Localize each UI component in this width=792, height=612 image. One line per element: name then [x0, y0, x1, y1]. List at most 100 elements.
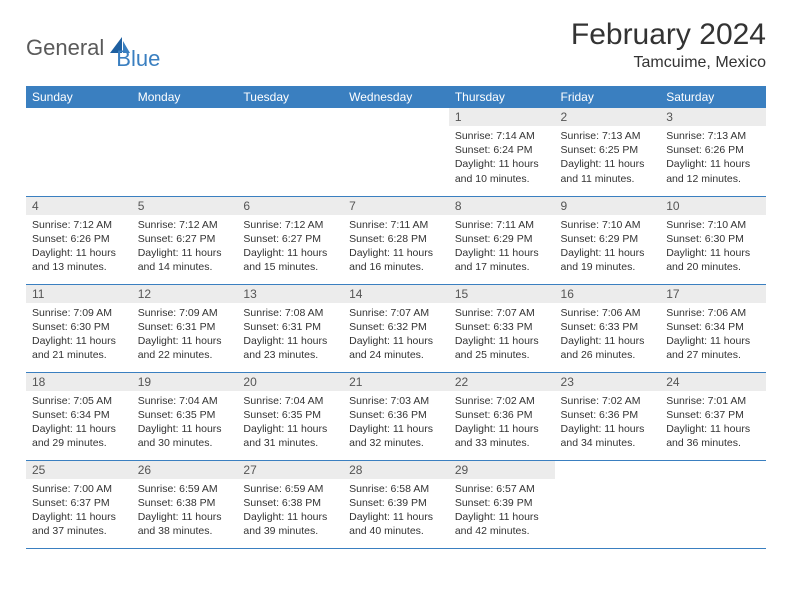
day-number: 24	[660, 373, 766, 391]
day-number: 12	[132, 285, 238, 303]
month-title: February 2024	[571, 18, 766, 52]
sunrise-text: Sunrise: 7:12 AM	[32, 218, 126, 232]
sunset-text: Sunset: 6:36 PM	[561, 408, 655, 422]
sunset-text: Sunset: 6:30 PM	[32, 320, 126, 334]
daylight-line-2: and 37 minutes.	[32, 524, 126, 538]
logo-text-blue: Blue	[116, 46, 160, 72]
sunset-text: Sunset: 6:28 PM	[349, 232, 443, 246]
calendar-cell: 26Sunrise: 6:59 AMSunset: 6:38 PMDayligh…	[132, 460, 238, 548]
day-content: Sunrise: 7:04 AMSunset: 6:35 PMDaylight:…	[132, 391, 238, 455]
daylight-line-1: Daylight: 11 hours	[455, 334, 549, 348]
logo: General Blue	[26, 18, 160, 72]
sunset-text: Sunset: 6:33 PM	[561, 320, 655, 334]
sunset-text: Sunset: 6:34 PM	[666, 320, 760, 334]
day-content: Sunrise: 6:58 AMSunset: 6:39 PMDaylight:…	[343, 479, 449, 543]
calendar-cell	[660, 460, 766, 548]
daylight-line-1: Daylight: 11 hours	[138, 510, 232, 524]
day-number: 29	[449, 461, 555, 479]
daylight-line-2: and 15 minutes.	[243, 260, 337, 274]
calendar-cell: 4Sunrise: 7:12 AMSunset: 6:26 PMDaylight…	[26, 196, 132, 284]
day-header: Monday	[132, 86, 238, 108]
calendar-cell: 12Sunrise: 7:09 AMSunset: 6:31 PMDayligh…	[132, 284, 238, 372]
day-number: 21	[343, 373, 449, 391]
calendar-body: 1Sunrise: 7:14 AMSunset: 6:24 PMDaylight…	[26, 108, 766, 548]
sunset-text: Sunset: 6:37 PM	[666, 408, 760, 422]
calendar-cell: 15Sunrise: 7:07 AMSunset: 6:33 PMDayligh…	[449, 284, 555, 372]
calendar-cell: 29Sunrise: 6:57 AMSunset: 6:39 PMDayligh…	[449, 460, 555, 548]
calendar-cell: 8Sunrise: 7:11 AMSunset: 6:29 PMDaylight…	[449, 196, 555, 284]
daylight-line-2: and 20 minutes.	[666, 260, 760, 274]
day-content: Sunrise: 7:11 AMSunset: 6:29 PMDaylight:…	[449, 215, 555, 279]
day-number: 6	[237, 197, 343, 215]
day-content: Sunrise: 7:09 AMSunset: 6:31 PMDaylight:…	[132, 303, 238, 367]
daylight-line-1: Daylight: 11 hours	[455, 422, 549, 436]
calendar-cell: 10Sunrise: 7:10 AMSunset: 6:30 PMDayligh…	[660, 196, 766, 284]
calendar-cell: 13Sunrise: 7:08 AMSunset: 6:31 PMDayligh…	[237, 284, 343, 372]
sunset-text: Sunset: 6:39 PM	[455, 496, 549, 510]
day-content: Sunrise: 7:02 AMSunset: 6:36 PMDaylight:…	[555, 391, 661, 455]
day-content: Sunrise: 6:57 AMSunset: 6:39 PMDaylight:…	[449, 479, 555, 543]
sunset-text: Sunset: 6:37 PM	[32, 496, 126, 510]
calendar-cell: 7Sunrise: 7:11 AMSunset: 6:28 PMDaylight…	[343, 196, 449, 284]
day-number: 15	[449, 285, 555, 303]
title-block: February 2024 Tamcuime, Mexico	[571, 18, 766, 72]
daylight-line-2: and 21 minutes.	[32, 348, 126, 362]
daylight-line-1: Daylight: 11 hours	[666, 334, 760, 348]
sunset-text: Sunset: 6:36 PM	[455, 408, 549, 422]
sunrise-text: Sunrise: 7:12 AM	[138, 218, 232, 232]
daylight-line-2: and 10 minutes.	[455, 172, 549, 186]
daylight-line-1: Daylight: 11 hours	[349, 422, 443, 436]
daylight-line-2: and 22 minutes.	[138, 348, 232, 362]
calendar-week: 1Sunrise: 7:14 AMSunset: 6:24 PMDaylight…	[26, 108, 766, 196]
daylight-line-2: and 42 minutes.	[455, 524, 549, 538]
daylight-line-1: Daylight: 11 hours	[455, 510, 549, 524]
sunset-text: Sunset: 6:39 PM	[349, 496, 443, 510]
sunset-text: Sunset: 6:35 PM	[243, 408, 337, 422]
day-content: Sunrise: 7:03 AMSunset: 6:36 PMDaylight:…	[343, 391, 449, 455]
sunset-text: Sunset: 6:27 PM	[138, 232, 232, 246]
day-content: Sunrise: 7:00 AMSunset: 6:37 PMDaylight:…	[26, 479, 132, 543]
day-content: Sunrise: 7:08 AMSunset: 6:31 PMDaylight:…	[237, 303, 343, 367]
calendar-cell: 17Sunrise: 7:06 AMSunset: 6:34 PMDayligh…	[660, 284, 766, 372]
sunset-text: Sunset: 6:38 PM	[138, 496, 232, 510]
daylight-line-2: and 27 minutes.	[666, 348, 760, 362]
calendar-cell: 27Sunrise: 6:59 AMSunset: 6:38 PMDayligh…	[237, 460, 343, 548]
calendar-cell: 11Sunrise: 7:09 AMSunset: 6:30 PMDayligh…	[26, 284, 132, 372]
day-content: Sunrise: 7:06 AMSunset: 6:33 PMDaylight:…	[555, 303, 661, 367]
daylight-line-2: and 12 minutes.	[666, 172, 760, 186]
daylight-line-2: and 38 minutes.	[138, 524, 232, 538]
location: Tamcuime, Mexico	[571, 54, 766, 72]
daylight-line-2: and 11 minutes.	[561, 172, 655, 186]
day-content: Sunrise: 7:06 AMSunset: 6:34 PMDaylight:…	[660, 303, 766, 367]
sunrise-text: Sunrise: 7:05 AM	[32, 394, 126, 408]
sunset-text: Sunset: 6:26 PM	[666, 143, 760, 157]
daylight-line-2: and 33 minutes.	[455, 436, 549, 450]
daylight-line-2: and 26 minutes.	[561, 348, 655, 362]
day-content: Sunrise: 7:13 AMSunset: 6:26 PMDaylight:…	[660, 126, 766, 190]
calendar-cell	[237, 108, 343, 196]
sunrise-text: Sunrise: 7:09 AM	[138, 306, 232, 320]
day-header: Thursday	[449, 86, 555, 108]
calendar-cell: 21Sunrise: 7:03 AMSunset: 6:36 PMDayligh…	[343, 372, 449, 460]
day-number: 10	[660, 197, 766, 215]
calendar-cell: 23Sunrise: 7:02 AMSunset: 6:36 PMDayligh…	[555, 372, 661, 460]
day-header: Saturday	[660, 86, 766, 108]
day-number: 27	[237, 461, 343, 479]
calendar-cell: 20Sunrise: 7:04 AMSunset: 6:35 PMDayligh…	[237, 372, 343, 460]
daylight-line-2: and 23 minutes.	[243, 348, 337, 362]
day-header: Friday	[555, 86, 661, 108]
sunset-text: Sunset: 6:38 PM	[243, 496, 337, 510]
daylight-line-1: Daylight: 11 hours	[455, 157, 549, 171]
daylight-line-1: Daylight: 11 hours	[32, 334, 126, 348]
sunrise-text: Sunrise: 6:59 AM	[243, 482, 337, 496]
day-content: Sunrise: 7:04 AMSunset: 6:35 PMDaylight:…	[237, 391, 343, 455]
day-number: 25	[26, 461, 132, 479]
calendar-cell: 6Sunrise: 7:12 AMSunset: 6:27 PMDaylight…	[237, 196, 343, 284]
daylight-line-2: and 14 minutes.	[138, 260, 232, 274]
daylight-line-1: Daylight: 11 hours	[561, 246, 655, 260]
day-header: Tuesday	[237, 86, 343, 108]
day-number: 16	[555, 285, 661, 303]
sunrise-text: Sunrise: 6:58 AM	[349, 482, 443, 496]
calendar-cell: 28Sunrise: 6:58 AMSunset: 6:39 PMDayligh…	[343, 460, 449, 548]
sunset-text: Sunset: 6:31 PM	[138, 320, 232, 334]
